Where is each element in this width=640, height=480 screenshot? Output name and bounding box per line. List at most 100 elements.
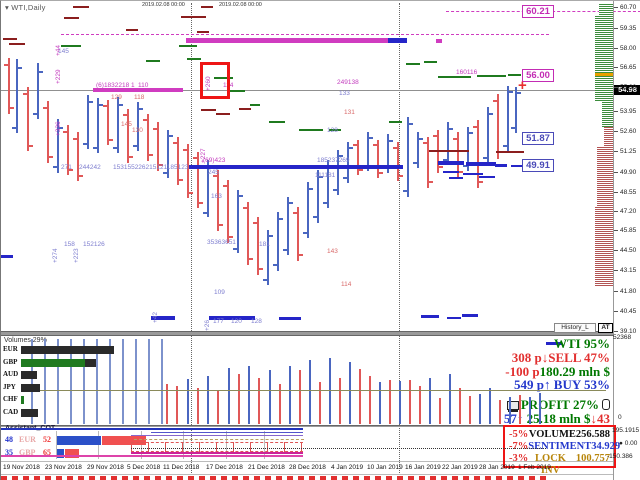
alert-label: LOCK INV (535, 453, 566, 476)
annotation: 128 (327, 127, 338, 134)
ohlc-close-tick (109, 139, 113, 141)
ohlc-close-tick (179, 179, 183, 181)
ohlc-open-tick (213, 175, 217, 177)
ohlc-close-tick (59, 127, 63, 129)
ohlc-bar (427, 137, 429, 188)
annotation: (6)1832218 1 (96, 82, 135, 89)
scale-tick-label: 49.90 (620, 169, 637, 176)
annotation: 35363651 (207, 239, 236, 246)
scale-tick-label: 48.55 (620, 189, 637, 196)
annotation: 129 (111, 94, 122, 101)
ohlc-bar (457, 132, 459, 178)
info-row: 549 p↑ BUY 53% (514, 377, 610, 393)
ohlc-close-tick (359, 169, 363, 171)
ohlc-bar (417, 132, 419, 168)
ohlc-open-tick (183, 149, 187, 151)
info-row: 308 p↓SELL 47% (512, 350, 610, 366)
ohlc-open-tick (511, 127, 515, 129)
line-segment (279, 317, 301, 320)
line-segment (466, 162, 496, 166)
scale-tick-mark (614, 172, 618, 173)
ohlc-bar (27, 87, 29, 151)
panel-separator-cot[interactable] (1, 425, 614, 427)
volume-bar (309, 360, 311, 424)
ohlc-bar (237, 190, 239, 253)
ohlc-close-tick (469, 132, 473, 134)
line-segment (61, 45, 81, 47)
scale-tick-mark (614, 311, 618, 312)
annotation: +44 (55, 44, 62, 56)
alert-pct: -7% (509, 441, 529, 452)
date-label: 10 Jan 2019 (367, 464, 403, 471)
axis-separator (1, 461, 614, 462)
ohlc-bar (287, 197, 289, 255)
currency-label: AUD (3, 370, 19, 378)
ohlc-close-tick (69, 169, 73, 171)
ohlc-open-tick (223, 185, 227, 187)
annotation: 160116 (456, 69, 478, 76)
at-button[interactable]: AT (598, 323, 613, 333)
ohlc-bar (507, 86, 509, 151)
volume-gridline (109, 339, 111, 424)
info-text: ↓43 (590, 411, 611, 426)
cot-long-bar (57, 449, 64, 458)
line-segment (406, 63, 420, 65)
annotation: 131 (344, 109, 355, 116)
ohlc-open-tick (453, 138, 457, 140)
annotation: 109 (214, 289, 225, 296)
history-button[interactable]: History_L (554, 323, 596, 333)
ohlc-close-tick (509, 91, 513, 93)
ohlc-open-tick (303, 232, 307, 234)
currency-label: CHF (3, 395, 18, 403)
alert-value: 100.757 (575, 453, 610, 464)
alert-value: 256.588 (575, 429, 610, 440)
ohlc-bar (407, 117, 409, 197)
volume-bar (339, 378, 341, 424)
currency-strength-bar (21, 371, 37, 379)
scale-tick-label: 52.60 (620, 128, 637, 135)
date-label: 22 Jan 2019 (442, 464, 478, 471)
ohlc-close-tick (159, 164, 163, 166)
cot-curve (1, 428, 303, 430)
line-segment (447, 317, 461, 319)
collapse-arrow-icon[interactable]: ▾ (5, 3, 9, 12)
scale-separator[interactable] (613, 1, 614, 480)
price-level-label: 49.91 (522, 159, 554, 172)
ohlc-close-tick (289, 202, 293, 204)
ohlc-bar (37, 63, 39, 119)
ohlc-bar (47, 101, 49, 163)
line-segment (151, 316, 175, 320)
ohlc-bar (107, 100, 109, 145)
currency-label: GBP (3, 357, 18, 366)
panel-separator-main[interactable] (1, 331, 614, 336)
volume-profile-green (602, 102, 613, 127)
line-segment (438, 76, 471, 78)
ohlc-close-tick (439, 166, 443, 168)
ohlc-close-tick (309, 188, 313, 190)
line-segment (250, 104, 260, 106)
volume-gridline (148, 339, 150, 424)
current-price-tag: 54.98 (614, 85, 640, 95)
scale-tick-mark (614, 250, 618, 251)
annotation: 163 (211, 193, 222, 200)
alert-row: -3% LOCK INV 100.757 (505, 453, 614, 477)
volume-bar (289, 366, 291, 424)
volume-bar (359, 369, 361, 424)
volume-gridline (161, 339, 163, 424)
volume-bar (279, 384, 281, 424)
alert-label: SENTIMENT (528, 441, 592, 452)
chart-title[interactable]: ▾ WTI,Daily (5, 3, 46, 12)
symbol-period-label: WTI,Daily (11, 3, 46, 12)
volume-gridline (44, 339, 46, 424)
crosshair-cursor: + (518, 77, 527, 94)
annotation: 145 (121, 121, 132, 128)
volume-bar (349, 362, 351, 424)
annotation: +26 (204, 319, 211, 331)
scale-tick-mark (614, 67, 618, 68)
ohlc-close-tick (239, 195, 243, 197)
alert-label: VOLUME (528, 429, 576, 440)
currency-strength-bar (21, 358, 85, 367)
ohlc-close-tick (429, 181, 433, 183)
ohlc-bar (77, 132, 79, 181)
line-segment (239, 108, 251, 110)
